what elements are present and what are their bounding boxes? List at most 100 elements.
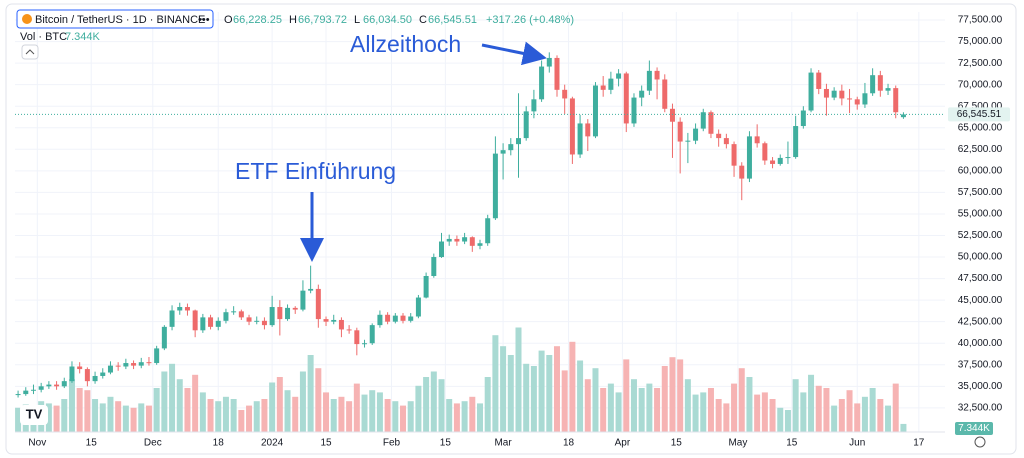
volume-bar [746,377,753,432]
candle-body [600,85,606,90]
candle-body [816,72,822,89]
volume-bar [500,346,507,432]
candle-body [69,366,75,382]
volume-bar [453,403,460,432]
volume-bar [99,403,106,432]
y-tick-label: 37,500.00 [958,359,1003,370]
volume-bar [815,385,822,432]
volume-bar [53,405,60,432]
volume-bar [823,388,830,432]
frame [5,3,1017,455]
y-tick-label: 50,000.00 [958,252,1003,263]
volume-bar [353,383,360,432]
volume-bar [838,399,845,432]
volume-bar [584,379,591,432]
volume-bar [885,405,892,432]
candle-body [770,160,776,164]
annotation: ETF Einführung [235,158,396,184]
candle-body [777,157,783,164]
candle-body [392,315,398,322]
volume-bar [877,399,884,432]
candle-body [639,90,645,98]
candle-body [385,314,391,322]
candle-body [123,363,129,367]
candle-body [608,78,614,90]
symbol-box[interactable] [16,9,214,29]
candle-body [662,79,668,109]
x-tick-label: May [728,438,747,449]
settings-icon[interactable] [974,436,986,448]
volume-bar [700,392,707,432]
candle-body [254,320,260,322]
volume-bar [654,388,661,432]
volume-bar [530,366,537,432]
volume-bar [784,410,791,432]
candle-body [800,110,806,127]
candle-body [107,365,113,373]
candle-body [831,90,837,98]
volume-bar [438,379,445,432]
y-tick-label: 75,000.00 [958,36,1003,47]
volume-bar [430,371,437,432]
candle-body [200,317,206,331]
candle-body [531,99,537,112]
volume-bar [707,388,714,432]
candle-body [300,290,306,310]
x-tick-label: 15 [671,438,683,449]
volume-bar [461,401,468,432]
volume-bar [376,392,383,432]
candle-body [439,241,445,258]
volume-bar [523,363,530,432]
candle-body [115,365,121,367]
symbol-icon [22,14,32,24]
candle-body [654,70,660,80]
last-volume-label: 7.344K [958,423,990,434]
candle-body [338,319,344,330]
candle-body [731,144,737,166]
x-tick-label: Feb [383,438,401,449]
y-tick-label: 42,500.00 [958,316,1003,327]
candle-body [400,315,406,321]
ohlc-value: 66,545.51 [428,14,477,26]
volume-bar [600,388,607,432]
volume-bar [68,379,75,432]
volume-bar [669,357,676,432]
volume-bar [207,399,214,432]
candle-body [808,72,814,111]
y-tick-label: 55,000.00 [958,209,1003,220]
collapse-button[interactable] [21,44,39,60]
candle-body [716,133,722,139]
volume-bar [900,423,907,432]
candle-body [900,114,906,118]
volume-bar [15,407,22,432]
volume-bar [684,379,691,432]
volume-bar [477,403,483,432]
y-tick-label: 32,500.00 [958,403,1003,414]
more-menu[interactable]: ••• [198,14,210,26]
candle-body [231,311,237,313]
volume-bar [738,368,745,432]
candle-body [292,307,298,310]
volume-bar [199,392,206,432]
volume-bar [800,392,807,432]
candle-body [315,288,321,320]
candle-body [184,307,190,311]
volume-bar [276,377,283,432]
candle-body [469,237,475,246]
candle-body [554,57,560,90]
volume-bar [122,405,129,432]
ohlc-key: C [419,14,427,26]
volume-bar [846,390,853,432]
volume-bar [330,399,337,432]
volume-bar [292,396,299,432]
candle-body [677,121,683,142]
volume-bar [754,394,761,432]
volume-value: 7.344K [65,31,101,43]
candle-body [562,89,568,99]
candle-body [77,366,83,370]
candle-body [646,70,652,91]
candle-body [369,325,375,344]
volume-bar [361,394,368,432]
candle-body [46,384,52,387]
volume-bar [61,399,68,432]
